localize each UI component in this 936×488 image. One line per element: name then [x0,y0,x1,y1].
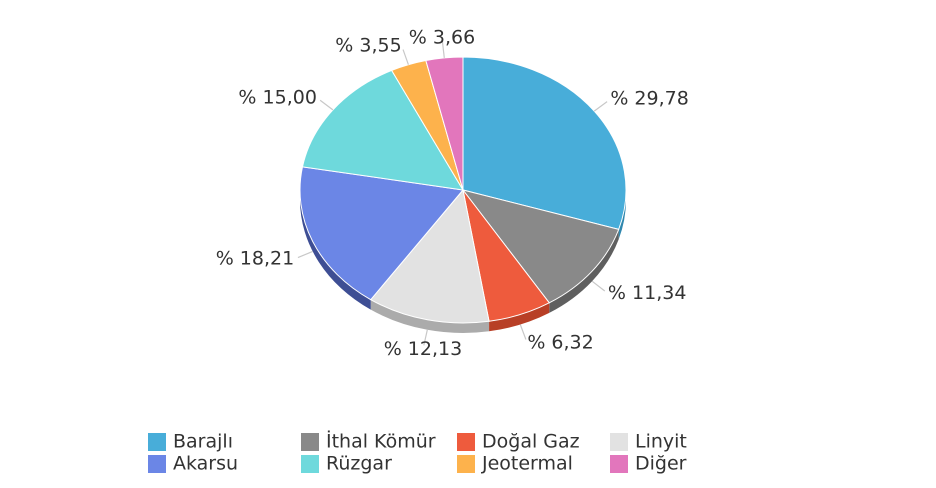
legend-item-barajli[interactable]: Barajlı [148,431,233,453]
legend-swatch-linyit [610,433,628,451]
leader-line-ithal-komur [591,280,606,292]
legend-swatch-akarsu [148,455,166,473]
legend-swatch-diger [610,455,628,473]
legend-item-linyit[interactable]: Linyit [610,431,687,453]
legend-item-dogal-gaz[interactable]: Doğal Gaz [457,431,580,453]
data-label-dogal-gaz: % 6,32 [527,332,593,354]
legend-label-akarsu: Akarsu [173,453,238,475]
leader-lines [297,41,608,346]
data-label-ruzgar: % 15,00 [238,86,317,108]
leader-line-akarsu [297,250,313,259]
legend-item-akarsu[interactable]: Akarsu [148,453,238,475]
leader-line-jeotermal [402,49,409,65]
legend-item-ithal-komur[interactable]: İthal Kömür [301,430,436,453]
legend-swatch-ruzgar [301,455,319,473]
legend-item-ruzgar[interactable]: Rüzgar [301,453,392,475]
legend-swatch-dogal-gaz [457,433,475,451]
legend-label-diger: Diğer [635,453,687,475]
pie-slice-ruzgar[interactable] [301,69,464,191]
leader-line-diger [441,41,445,58]
legend-item-jeotermal[interactable]: Jeotermal [457,453,573,475]
leader-line-linyit [423,329,428,346]
pie-slice-linyit[interactable] [369,188,490,324]
data-labels: % 29,78 % 11,34 % 6,32 % 12,13 % 18,21 % 15,0… [216,27,689,360]
legend-label-jeotermal: Jeotermal [481,453,573,475]
pie-slice-barajli[interactable] [462,56,627,230]
leader-line-barajli [593,101,608,112]
legend: Barajlı İthal Kömür Doğal Gaz Linyit Akarsu R… [148,430,687,475]
pie-slices [299,56,627,324]
legend-label-ruzgar: Rüzgar [326,453,392,475]
legend-label-barajli: Barajlı [173,431,233,453]
data-label-jeotermal: % 3,55 [335,34,401,56]
legend-label-ithal-komur: İthal Kömür [326,430,436,453]
data-label-ithal-komur: % 11,34 [608,282,687,304]
data-label-diger: % 3,66 [409,27,475,49]
legend-item-diger[interactable]: Diğer [610,453,687,475]
leader-line-dogal-gaz [519,324,527,340]
data-label-barajli: % 29,78 [610,88,689,110]
legend-label-linyit: Linyit [635,431,687,453]
pie-side-linyit [370,299,490,333]
data-label-linyit: % 12,13 [384,338,463,360]
leader-line-ruzgar [319,99,334,111]
pie-side-barajli [618,190,626,240]
data-label-akarsu: % 18,21 [216,248,295,270]
pie-slice-akarsu[interactable] [299,166,464,301]
legend-swatch-ithal-komur [301,433,319,451]
pie-slice-ithal-komur[interactable] [461,189,620,304]
legend-label-dogal-gaz: Doğal Gaz [482,431,580,453]
legend-swatch-jeotermal [457,455,475,473]
pie-side-akarsu [300,190,371,310]
legend-swatch-barajli [148,433,166,451]
pie-side-ithal-komur [549,229,619,313]
pie-slice-diger[interactable] [425,56,464,191]
